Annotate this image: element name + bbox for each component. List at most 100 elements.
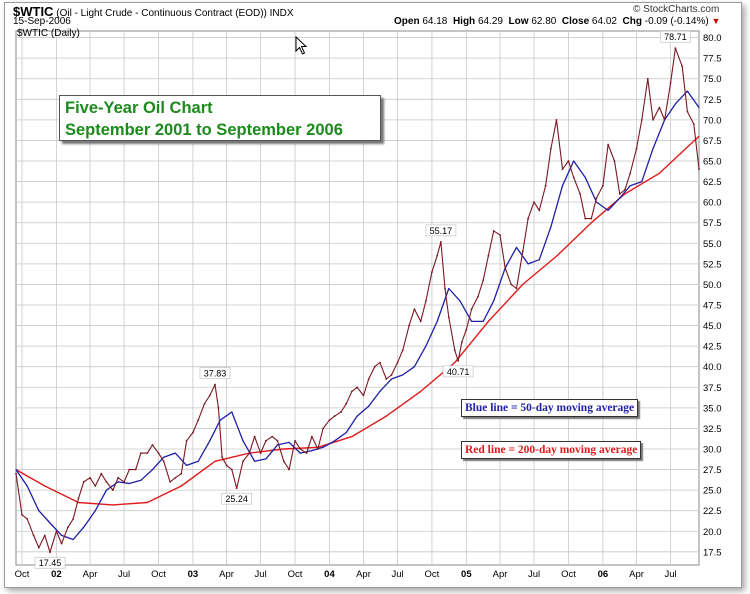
price-point [214,383,216,386]
ma200-point [214,460,216,462]
price-point [431,271,433,273]
price-point [499,234,501,236]
y-tick-label: 77.5 [703,54,722,65]
close-value: 64.02 [591,16,617,27]
price-point [698,168,700,170]
price-point [444,287,446,290]
price-point [652,118,654,121]
x-tick-label: Apr [83,569,98,580]
price-point [37,546,40,549]
y-tick-label: 65.0 [703,157,722,168]
price-point [385,378,388,380]
price-point [221,456,223,459]
price-point [21,513,23,516]
ma200-point [146,501,148,504]
ma50-point [288,441,290,444]
mouse-cursor-icon [295,36,308,55]
price-point [225,464,228,467]
y-tick-label: 60.0 [703,198,722,209]
price-chart: 17.5 20.0 22.5 25.0 27.5 30.0 32.5 35.0 37.5 40.0… [15,30,722,580]
price-point [15,472,17,475]
y-tick-label: 32.5 [703,424,722,435]
ma50-point [698,106,700,109]
ma50-point [584,176,586,179]
price-point [282,460,285,463]
price-point [390,374,393,376]
price-point [521,250,524,253]
ma50-point [219,419,221,421]
price-point [567,160,570,162]
price-point [686,110,689,113]
ma50-point [482,320,484,323]
ma50-point [675,102,677,105]
price-series-line [15,47,700,553]
ma200-point [351,436,353,438]
price-point [663,118,666,121]
ma50-point [448,287,450,290]
price-point [436,254,439,257]
ma200-point [658,172,660,174]
price-point [117,476,120,479]
price-point [579,193,581,195]
price-point [271,435,274,438]
point-label: 55.17 [430,226,453,236]
x-tick-label: 06 [598,569,609,580]
price-point [185,439,188,442]
price-point [453,349,456,352]
ma50-point [470,320,473,323]
price-point [162,460,165,463]
point-label-box [221,492,252,505]
price-point [248,452,251,454]
ma50-point [379,390,381,392]
price-point [457,359,460,362]
ma50-point [117,481,119,483]
price-point [477,295,479,298]
ma50-point [459,300,461,302]
ma50-point [402,374,404,376]
price-point [367,378,370,380]
price-point [217,406,220,409]
price-point [100,472,103,475]
ma50-point [322,446,324,448]
price-point [94,485,97,487]
point-label: 17.45 [39,558,62,568]
chart-title: Five-Year Oil Chart [65,99,213,117]
ma50-point [334,440,336,442]
y-tick-label: 30.0 [703,444,722,455]
ma50-point [265,458,267,460]
price-point [549,147,552,150]
price-point [151,443,154,446]
ma50-point [254,460,256,462]
price-point [396,361,399,364]
high-value: 64.29 [477,16,503,27]
y-tick-label: 70.0 [703,115,722,126]
price-point [60,542,63,545]
x-tick-label: Jul [528,569,540,580]
price-point [32,534,35,537]
price-point [242,460,244,463]
point-label-box [660,30,691,43]
ma50-point [686,90,689,92]
ma50-point [619,197,621,199]
ma50-point [197,460,199,462]
price-point [572,176,575,179]
price-point [174,476,177,479]
price-point [555,118,558,121]
y-tick-label: 22.5 [703,506,722,517]
ma50-point [436,320,438,323]
y-tick-label: 80.0 [703,33,722,44]
price-point [328,419,331,422]
price-point [413,308,416,311]
price-point [180,472,183,475]
open-value: 64.18 [422,16,448,27]
chg-label: Chg [622,16,642,27]
price-point [356,386,359,389]
price-point [294,439,296,442]
ma50-point [561,185,564,187]
price-point [77,497,80,500]
price-point [146,452,149,454]
x-tick-label: Oct [288,569,303,580]
chart-date: 15-Sep-2006 [13,16,71,27]
price-point [197,419,200,422]
exchange: INDX [269,8,294,19]
